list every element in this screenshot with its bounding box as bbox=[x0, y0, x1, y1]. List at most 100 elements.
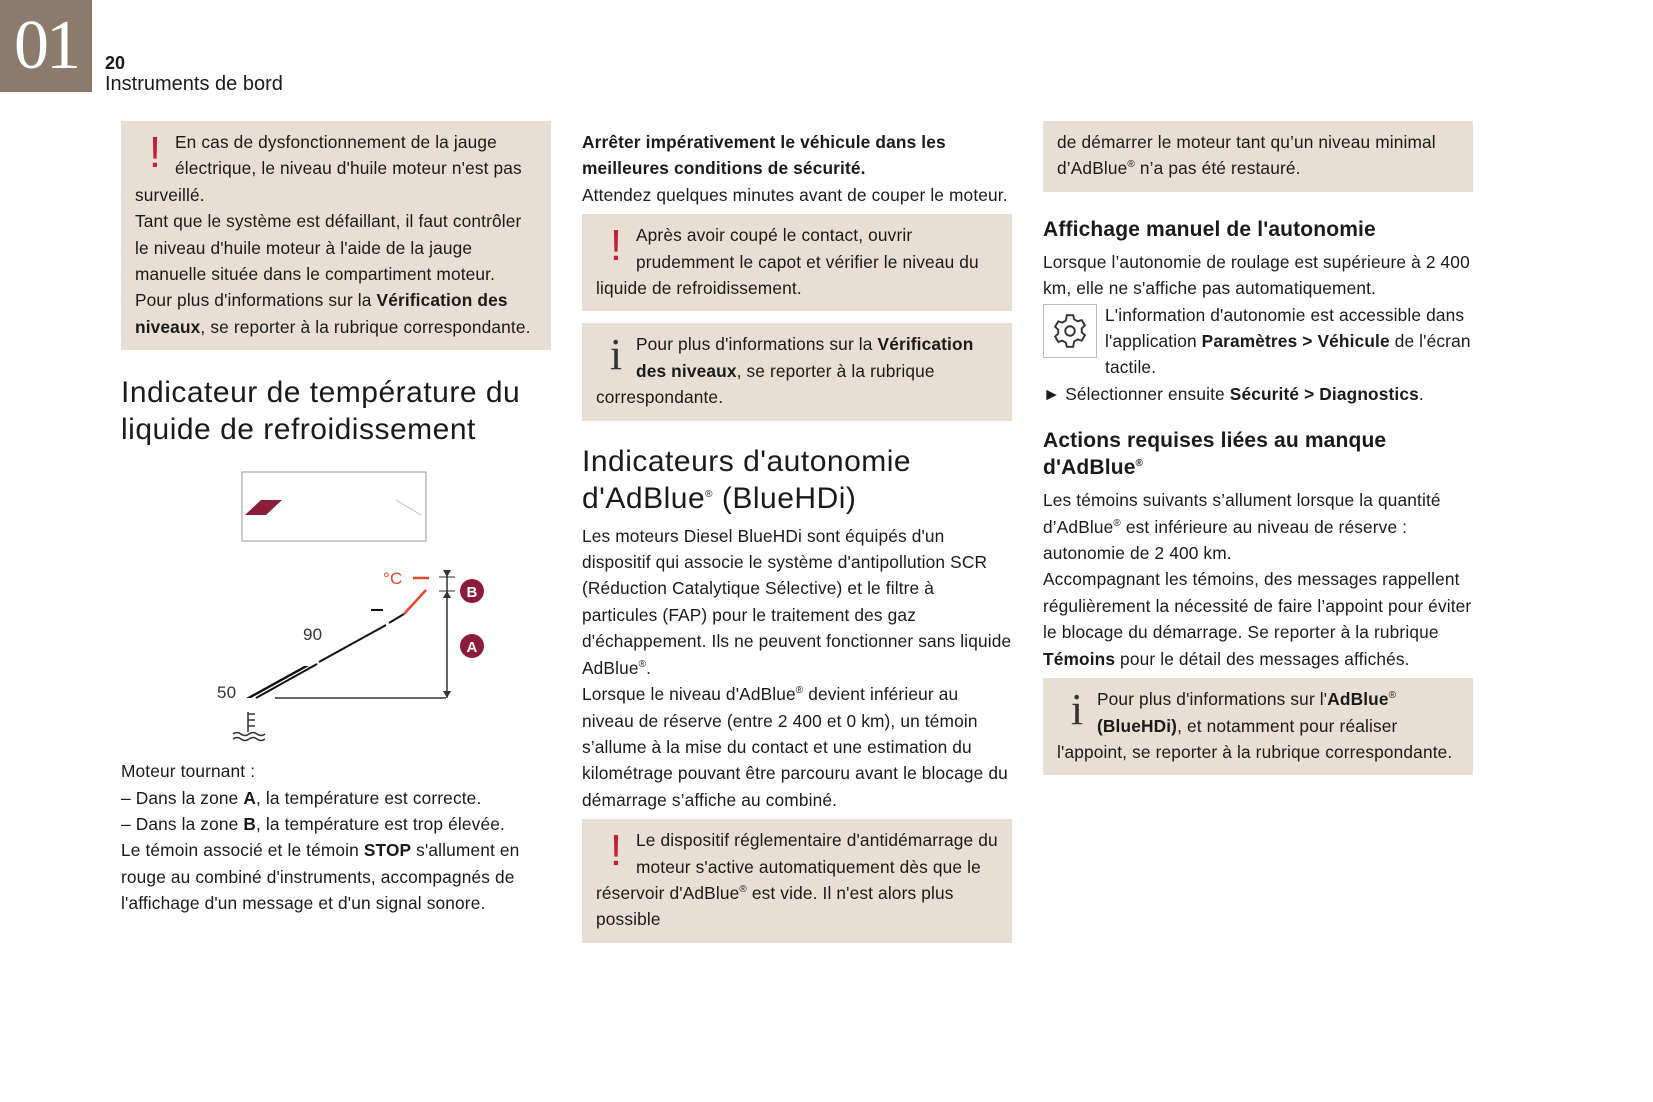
text-run: , et notamment pour réaliser l'appoint, … bbox=[1057, 715, 1453, 762]
text-run: est vide. Il n'est alors plus possible bbox=[596, 882, 954, 930]
section-title: Instruments de bord bbox=[105, 73, 283, 95]
adblue-body-text: Les moteurs Diesel BlueHDi sont équipés … bbox=[582, 523, 1012, 813]
zone-b-marker: B bbox=[460, 579, 484, 604]
zone-list: – Dans la zone A, la température est cor… bbox=[121, 785, 551, 838]
text-run: L'information d'autonomie est accessible… bbox=[1105, 304, 1465, 352]
chapter-tab: 01 bbox=[0, 0, 92, 92]
text-run: Témoins bbox=[1043, 648, 1116, 669]
text-run: Accompagnant les témoins, des messages r… bbox=[1043, 569, 1472, 643]
settings-gear-icon bbox=[1043, 303, 1097, 358]
text-run: Pour plus d'informations sur l' bbox=[1097, 689, 1328, 710]
warning-box: ! Après avoir coupé le contact, ouvrir p… bbox=[582, 214, 1012, 312]
paragraph: – Dans la zone B, la température est tro… bbox=[121, 811, 551, 837]
paragraph: de démarrer le moteur tant qu’un niveau … bbox=[1057, 129, 1459, 182]
warning-box: ! Le dispositif réglementaire d'antidéma… bbox=[582, 819, 1012, 943]
column-1: ! En cas de dysfonctionnement de la jaug… bbox=[121, 121, 551, 917]
text-run: Pour plus d'informations sur la bbox=[636, 334, 878, 355]
text-run: Paramètres > Véhicule bbox=[1201, 331, 1390, 352]
warning-text: Après avoir coupé le contact, ouvrir pru… bbox=[596, 222, 998, 301]
warning-text: Le dispositif réglementaire d'antidémarr… bbox=[596, 827, 998, 933]
range-text: Lorsque l’autonomie de roulage est supér… bbox=[1043, 249, 1473, 302]
paragraph: Lorsque l’autonomie de roulage est supér… bbox=[1043, 249, 1473, 302]
text-run: , la température est trop élevée. bbox=[255, 814, 505, 835]
stop-warning-text: Le témoin associé et le témoin STOP s'al… bbox=[121, 837, 551, 916]
text-run: . bbox=[1418, 383, 1424, 404]
paragraph: Après avoir coupé le contact, ouvrir pru… bbox=[596, 222, 998, 301]
text-run: Pour plus d'informations sur la bbox=[135, 290, 377, 311]
text-run: ® bbox=[1388, 690, 1397, 702]
label-50: 50 bbox=[217, 683, 236, 702]
text-run: Après avoir coupé le contact, ouvrir pru… bbox=[596, 225, 979, 299]
text-run: ® bbox=[1135, 458, 1144, 470]
text-run: Vérification des niveaux bbox=[135, 290, 508, 337]
text-run: de démarrer le moteur tant qu’un niveau … bbox=[1057, 132, 1436, 179]
paragraph: Moteur tournant : bbox=[121, 758, 551, 784]
text-run: B bbox=[243, 814, 256, 835]
text-run: Le témoin associé et le témoin bbox=[121, 840, 364, 861]
paragraph: Le dispositif réglementaire d'antidémarr… bbox=[596, 827, 998, 933]
paragraph: Lorsque le niveau d'AdBlue® devient infé… bbox=[582, 681, 1012, 813]
text-run: Lorsque l’autonomie de roulage est supér… bbox=[1043, 251, 1470, 299]
engine-running-label: Moteur tournant : bbox=[121, 758, 551, 784]
text-run: – Dans la zone bbox=[121, 787, 244, 808]
text-run: Vérification des niveaux bbox=[636, 334, 974, 381]
text-run: Lorsque le niveau d'AdBlue bbox=[582, 684, 796, 705]
text-run: . bbox=[646, 657, 652, 678]
continued-box: de démarrer le moteur tant qu’un niveau … bbox=[1043, 121, 1473, 192]
heading-adblue-actions: Actions requises liées au manque d'AdBlu… bbox=[1043, 427, 1473, 481]
unit-celsius: °C bbox=[383, 569, 402, 588]
paragraph: Pour plus d'informations sur l'AdBlue® (… bbox=[1057, 686, 1459, 765]
label-90: 90 bbox=[303, 625, 322, 644]
page-number: 20 bbox=[105, 53, 126, 73]
text-run: ® bbox=[1113, 517, 1121, 529]
adblue-actions-text: Les témoins suivants s’allument lorsque … bbox=[1043, 487, 1473, 672]
text-run: Attendez quelques minutes avant de coupe… bbox=[582, 184, 1008, 205]
paragraph: Pour plus d'informations sur la Vérifica… bbox=[596, 331, 998, 410]
text-run: est inférieure au niveau de réserve : au… bbox=[1043, 516, 1408, 564]
diagnostics-step: ► Sélectionner ensuite Sécurité > Diagno… bbox=[1043, 381, 1473, 407]
paragraph: Arrêter impérativement le véhicule dans … bbox=[582, 129, 1012, 182]
exclamation-icon: ! bbox=[148, 128, 162, 177]
column-3: de démarrer le moteur tant qu’un niveau … bbox=[1043, 121, 1473, 787]
text-run: devient inférieur au niveau de réserve (… bbox=[582, 684, 1008, 810]
text-run: Indicateurs d'autonomie d'AdBlue bbox=[582, 444, 912, 515]
text-run: STOP bbox=[363, 840, 412, 861]
text-run: pour le détail des messages affichés. bbox=[1115, 648, 1410, 669]
column-2: Arrêter impérativement le véhicule dans … bbox=[582, 121, 1012, 955]
info-text: Pour plus d'informations sur l'AdBlue® (… bbox=[1057, 686, 1459, 765]
text-run: ® bbox=[795, 685, 804, 697]
temperature-gauge-diagram: 50 90 °C B A bbox=[121, 460, 551, 750]
paragraph: Tant que le système est défaillant, il f… bbox=[135, 208, 537, 287]
heading-adblue-indicators: Indicateurs d'autonomie d'AdBlue® (BlueH… bbox=[582, 443, 1012, 517]
gauge-thumbnail bbox=[241, 471, 427, 542]
text-run: , se reporter à la rubrique correspondan… bbox=[596, 360, 935, 408]
coolant-temperature-icon bbox=[232, 712, 266, 742]
text-run: s'allument en rouge au combiné d'instrum… bbox=[121, 840, 520, 914]
text-run: En cas de dysfonctionnement de la jauge … bbox=[135, 132, 522, 205]
text-run: (BlueHDi) bbox=[713, 481, 857, 515]
paragraph: ► Sélectionner ensuite Sécurité > Diagno… bbox=[1043, 381, 1473, 407]
text-run: Moteur tournant : bbox=[121, 761, 256, 782]
text-run: , se reporter à la rubrique correspondan… bbox=[200, 316, 531, 337]
text-run: Affichage manuel de l'autonomie bbox=[1043, 217, 1376, 241]
text-run: ® bbox=[705, 488, 714, 500]
info-box: i Pour plus d'informations sur la Vérifi… bbox=[582, 323, 1012, 421]
exclamation-icon: ! bbox=[609, 221, 623, 271]
text-run: ® bbox=[1127, 159, 1135, 171]
info-text: Pour plus d'informations sur la Vérifica… bbox=[596, 331, 998, 410]
heading-manual-range-display: Affichage manuel de l'autonomie bbox=[1043, 216, 1473, 243]
info-icon: i bbox=[1070, 685, 1084, 735]
text-run: Le dispositif réglementaire d'antidémarr… bbox=[596, 830, 998, 903]
exclamation-icon: ! bbox=[609, 826, 623, 876]
text-run: ® bbox=[638, 658, 647, 670]
text-run: Sécurité > Diagnostics bbox=[1229, 383, 1419, 404]
paragraph: L'information d'autonomie est accessible… bbox=[1043, 302, 1473, 381]
text-run: AdBlue bbox=[1327, 689, 1389, 710]
text-run: de l'écran tactile. bbox=[1105, 331, 1471, 378]
paragraph: – Dans la zone A, la température est cor… bbox=[121, 785, 551, 811]
text-run: n’a pas été restauré. bbox=[1134, 158, 1301, 179]
paragraph: Le témoin associé et le témoin STOP s'al… bbox=[121, 837, 551, 916]
info-icon: i bbox=[609, 330, 623, 380]
paragraph: Les moteurs Diesel BlueHDi sont équipés … bbox=[582, 523, 1012, 681]
warning-box: ! En cas de dysfonctionnement de la jaug… bbox=[121, 121, 551, 351]
